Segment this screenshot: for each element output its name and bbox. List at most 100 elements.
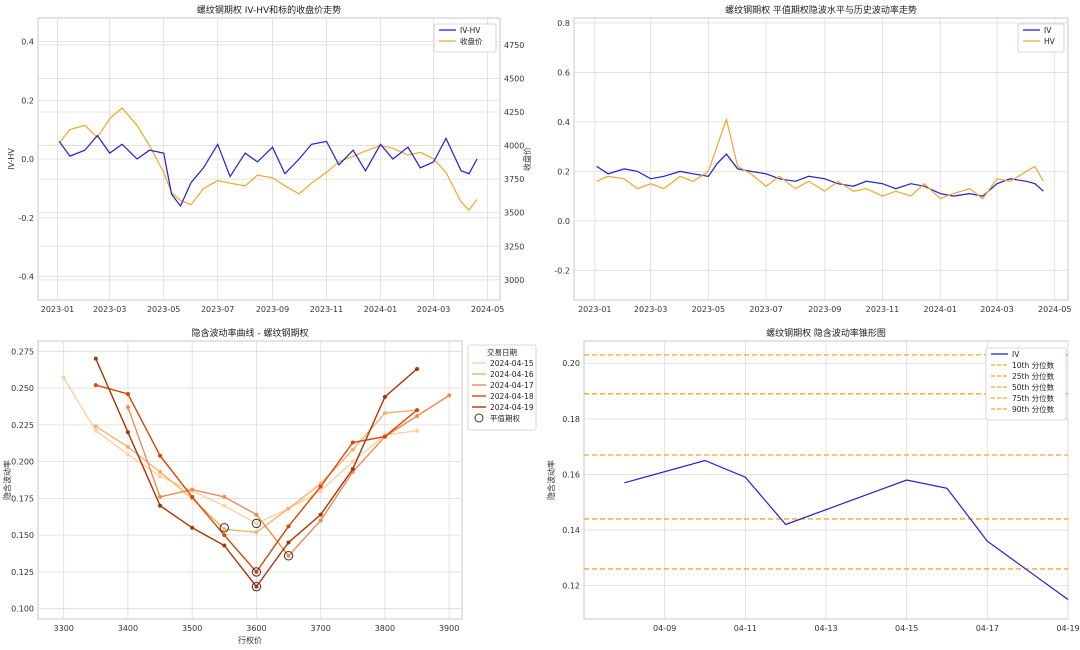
legend-label: 2024-04-18 (490, 392, 534, 401)
x-tick-label: 2023-01 (41, 305, 74, 314)
chart-title: 螺纹钢期权 平值期权隐波水平与历史波动率走势 (725, 4, 917, 16)
chart-4-svg: 04-09 04-11 04-13 04-15 04-17 04-19 0.12 0.14 0.… (546, 327, 1080, 633)
data-point (318, 518, 323, 523)
x-tick-label: 3900 (439, 624, 459, 633)
chart-title: 螺纹钢期权 IV-HV和标的收盘价走势 (197, 4, 341, 16)
y-tick-label: 0.14 (562, 526, 580, 535)
x-tick-label: 04-09 (653, 624, 676, 633)
y-tick-label: 0.100 (11, 605, 34, 614)
y-tick-label: 0.0 (21, 155, 34, 164)
data-point (318, 512, 323, 517)
data-point (382, 411, 387, 416)
data-point (382, 434, 387, 439)
data-point (190, 525, 195, 530)
y2-tick-label: 3750 (504, 175, 524, 184)
series-close-line (58, 107, 478, 211)
legend-box (1017, 23, 1065, 53)
atm-marker (251, 581, 262, 592)
legend-label: 90th 分位数 (1012, 404, 1055, 414)
legend-box (433, 23, 497, 53)
data-point (254, 512, 259, 517)
y-tick-label: 0.16 (562, 470, 580, 479)
legend-label: 2024-04-17 (490, 381, 534, 390)
legend-label: 2024-04-19 (490, 403, 534, 412)
data-point (125, 452, 130, 457)
data-point (286, 506, 291, 511)
y-tick-label: 0.12 (562, 582, 580, 591)
data-point (254, 530, 259, 535)
x-tick-label: 2023-05 (692, 305, 725, 314)
atm-marker (251, 518, 262, 529)
data-point (415, 428, 420, 433)
series-iv-line (596, 153, 1044, 197)
chart-2-svg: 2023-01 2023-03 2023-05 2023-07 2023-09 2023-… (554, 4, 1071, 314)
data-point (286, 524, 291, 529)
data-point (350, 447, 355, 452)
chart-atm-iv-hv: 2023-01 2023-03 2023-05 2023-07 2023-09 2023-… (540, 0, 1080, 323)
x-axis-label: 行权价 (238, 635, 262, 645)
y-tick-label: 0.4 (21, 38, 34, 47)
data-point (447, 393, 452, 398)
x-tick-label: 04-19 (1056, 624, 1079, 633)
legend-label: 2024-04-15 (490, 359, 534, 368)
y-tick-label: 0.150 (11, 531, 34, 540)
data-point (318, 484, 323, 489)
legend-label: HV (1044, 37, 1056, 46)
legend-label: IV (1044, 26, 1052, 35)
data-point (158, 503, 163, 508)
y-tick-label: 0.18 (562, 415, 580, 424)
x-tick-label: 2024-05 (471, 305, 504, 314)
x-tick-label: 2023-03 (93, 305, 126, 314)
x-tick-label: 3800 (375, 624, 395, 633)
data-point (350, 440, 355, 445)
data-point (158, 469, 163, 474)
x-tick-label: 3500 (182, 624, 202, 633)
legend-label: 25th 分位数 (1012, 371, 1055, 381)
series-hv-line (596, 117, 1044, 200)
chart-3-svg: 3300 3400 3500 3600 3700 3800 3900 0.100 0.125 0.… (2, 327, 537, 645)
x-tick-label: 2023-03 (634, 305, 667, 314)
legend-label: 75th 分位数 (1012, 393, 1055, 403)
legend-label: IV-HV (460, 26, 481, 35)
y-tick-label: 0.200 (11, 458, 34, 467)
y-tick-label: 0.6 (557, 68, 570, 77)
plot-frame (37, 340, 463, 620)
data-point (125, 444, 130, 449)
y-tick-label: 0.4 (557, 118, 570, 127)
x-tick-label: 04-11 (734, 624, 757, 633)
data-point (222, 533, 227, 538)
legend-label: 10th 分位数 (1012, 360, 1055, 370)
data-point (190, 494, 195, 499)
y-tick-label: 0.8 (557, 19, 570, 28)
y2-tick-label: 4250 (504, 108, 524, 117)
x-tick-label: 2023-09 (808, 305, 841, 314)
x-tick-label: 2024-01 (924, 305, 957, 314)
data-point (318, 489, 323, 494)
chart-iv-cone: 04-09 04-11 04-13 04-15 04-17 04-19 0.12 0.14 0.… (540, 323, 1080, 646)
plot-frame (573, 17, 1069, 301)
data-point (254, 584, 259, 589)
data-point (158, 453, 163, 458)
y2-tick-label: 3250 (504, 242, 524, 251)
data-point (222, 503, 227, 508)
y2-tick-label: 3500 (504, 209, 524, 218)
series-line-2024-04-15 (63, 377, 418, 525)
y-tick-label: 0.275 (11, 347, 34, 356)
data-point (158, 474, 163, 479)
data-point (286, 540, 291, 545)
y-tick-label: 0.2 (557, 167, 570, 176)
y-axis-label: 隐含波动率 (546, 460, 556, 500)
data-point (286, 553, 291, 558)
data-point (222, 494, 227, 499)
y-tick-label: 0.0 (557, 217, 570, 226)
x-tick-label: 2023-11 (310, 305, 343, 314)
atm-marker (219, 523, 230, 533)
data-point (125, 391, 130, 396)
data-point (415, 414, 420, 419)
data-point (158, 494, 163, 499)
series-iv-hv-line (58, 134, 478, 208)
legend-atm-swatch (474, 413, 484, 423)
atm-marker (251, 567, 262, 577)
data-point (190, 487, 195, 492)
data-point (350, 466, 355, 471)
